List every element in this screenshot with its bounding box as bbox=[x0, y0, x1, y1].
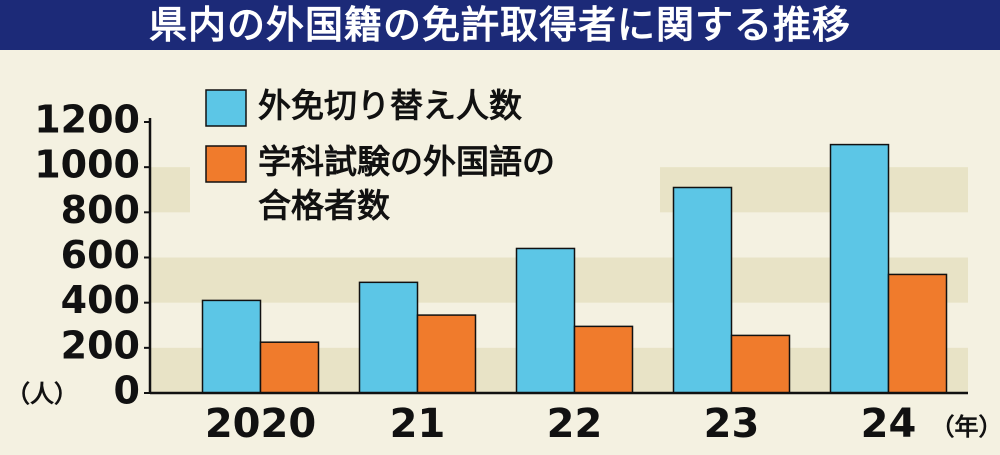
x-tick-label: 21 bbox=[390, 401, 446, 447]
bar bbox=[672, 186, 733, 394]
legend-swatch bbox=[205, 89, 247, 127]
y-tick-label: 0 bbox=[114, 369, 140, 413]
bar bbox=[515, 247, 576, 394]
y-tick-label: 600 bbox=[61, 233, 140, 277]
bar bbox=[358, 281, 419, 394]
bar bbox=[887, 273, 948, 394]
legend-label: 外免切り替え人数 bbox=[258, 86, 522, 125]
x-tick-label: 2020 bbox=[205, 401, 316, 447]
bar bbox=[730, 334, 791, 394]
legend-label: 学科試験の外国語の 合格者数 bbox=[258, 142, 555, 225]
x-tick-label: 24 bbox=[861, 401, 917, 447]
y-tick-label: 800 bbox=[61, 188, 140, 232]
x-tick-label: 23 bbox=[704, 401, 760, 447]
bar bbox=[829, 143, 890, 394]
y-unit: （人） bbox=[6, 380, 78, 408]
bar bbox=[259, 341, 320, 394]
bar bbox=[573, 325, 634, 394]
bar bbox=[201, 299, 262, 394]
y-tick-label: 400 bbox=[61, 278, 140, 322]
y-tick-label: 200 bbox=[61, 323, 140, 367]
y-tick-label: 1000 bbox=[34, 143, 140, 187]
bar bbox=[416, 314, 477, 394]
legend-box bbox=[190, 72, 660, 237]
x-unit: （年） bbox=[931, 413, 1000, 441]
chart-title: 県内の外国籍の免許取得者に関する推移 bbox=[0, 0, 1000, 50]
y-tick-label: 1200 bbox=[34, 98, 140, 142]
legend-swatch bbox=[205, 145, 247, 183]
x-tick-label: 22 bbox=[547, 401, 603, 447]
